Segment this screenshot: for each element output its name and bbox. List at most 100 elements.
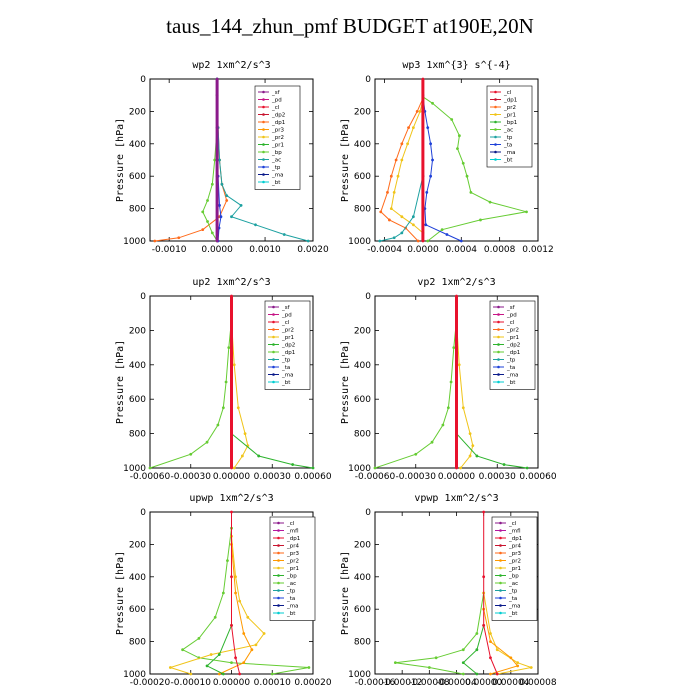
legend-label: _ta bbox=[281, 365, 290, 371]
data-point bbox=[468, 454, 472, 458]
data-point bbox=[221, 591, 225, 595]
legend-label: _bp1 bbox=[503, 120, 517, 126]
data-point bbox=[411, 126, 415, 129]
legend-label: _cl bbox=[271, 105, 280, 111]
data-point bbox=[230, 624, 233, 627]
data-point bbox=[424, 223, 428, 227]
data-point bbox=[189, 452, 193, 456]
data-point bbox=[230, 449, 233, 453]
legend-marker bbox=[494, 113, 497, 116]
y-tick-label: 600 bbox=[129, 395, 146, 405]
legend-label: _pr3 bbox=[286, 551, 300, 557]
legend-marker bbox=[499, 521, 502, 525]
legend-marker bbox=[499, 574, 502, 577]
panel-5: upwp 1xm^2/s^3 0 200 400 600 800 1000-0.00020-… bbox=[115, 493, 332, 688]
y-tick-label: 600 bbox=[354, 172, 371, 182]
data-point bbox=[482, 510, 486, 514]
data-point bbox=[306, 239, 310, 243]
legend-marker bbox=[499, 536, 502, 540]
data-point bbox=[479, 218, 482, 222]
data-point bbox=[400, 231, 404, 235]
series-line-pr1 bbox=[390, 99, 424, 234]
data-point bbox=[471, 444, 475, 448]
data-point bbox=[393, 661, 397, 665]
data-point bbox=[153, 239, 157, 243]
y-tick-label: 0 bbox=[140, 292, 146, 302]
data-point bbox=[234, 656, 237, 660]
y-tick-label: 0 bbox=[365, 75, 371, 85]
series-markers-tp bbox=[378, 174, 425, 243]
data-point bbox=[455, 449, 458, 453]
x-tick-label: -0.0004 bbox=[367, 245, 402, 255]
legend-marker bbox=[494, 143, 497, 146]
data-point bbox=[232, 363, 236, 367]
legend-label: _mfl bbox=[508, 529, 521, 535]
y-tick-label: 200 bbox=[354, 326, 371, 336]
data-point bbox=[215, 126, 219, 129]
data-point bbox=[217, 672, 221, 676]
x-tick-label: 0.00000 bbox=[438, 472, 475, 482]
legend-marker bbox=[494, 150, 497, 154]
data-point bbox=[230, 466, 233, 470]
data-point bbox=[270, 672, 274, 676]
legend-label: _pr1 bbox=[503, 113, 516, 119]
legend-marker bbox=[497, 328, 500, 331]
legend-label: _pr3 bbox=[271, 128, 285, 134]
legend-marker bbox=[277, 581, 280, 585]
data-point bbox=[307, 666, 311, 669]
panel-2: wp3 1xm^{3} s^{-4} 0 200 400 600 800 1000-0.00… bbox=[340, 60, 554, 255]
legend-marker bbox=[499, 581, 502, 585]
legend-marker bbox=[262, 90, 265, 94]
legend-label: _ac bbox=[503, 128, 513, 134]
data-point bbox=[177, 236, 181, 240]
series-markers-dp1 bbox=[148, 318, 233, 470]
data-point bbox=[400, 142, 404, 146]
series-line-bp bbox=[206, 625, 232, 675]
legend-label: _tp bbox=[508, 589, 518, 595]
legend-marker bbox=[277, 551, 280, 555]
legend-marker bbox=[272, 373, 275, 376]
legend-label: _sf bbox=[281, 305, 291, 311]
legend-label: _pr2 bbox=[508, 559, 521, 565]
legend-marker bbox=[262, 173, 265, 176]
legend-marker bbox=[494, 158, 497, 161]
legend-marker bbox=[494, 120, 497, 124]
series-markers-dp1 bbox=[482, 510, 499, 676]
data-point bbox=[225, 194, 229, 198]
y-tick-label: 200 bbox=[354, 540, 371, 550]
data-point bbox=[495, 672, 499, 676]
data-point bbox=[459, 239, 463, 243]
x-tick-label: 0.00020 bbox=[294, 678, 331, 688]
x-tick-label: 0.00060 bbox=[519, 472, 556, 482]
legend-marker bbox=[497, 343, 500, 346]
legend-label: _pr1 bbox=[508, 566, 521, 572]
legend-label: _pr1 bbox=[286, 566, 299, 572]
data-point bbox=[446, 406, 450, 410]
data-point bbox=[407, 126, 410, 129]
legend-marker bbox=[497, 358, 500, 361]
legend-marker bbox=[494, 90, 497, 94]
data-point bbox=[181, 648, 185, 652]
data-point bbox=[205, 664, 209, 668]
legend-marker bbox=[277, 566, 280, 570]
data-point bbox=[469, 191, 473, 194]
data-point bbox=[406, 142, 409, 146]
panel-title: vp2 1xm^2/s^3 bbox=[417, 277, 495, 288]
panel-title: upwp 1xm^2/s^3 bbox=[189, 493, 273, 504]
panel-6: vpwp 1xm^2/s^302004006008001000-0.00016-… bbox=[340, 493, 557, 688]
series-line-dp2 bbox=[456, 433, 528, 469]
x-tick-label: 0.00030 bbox=[479, 472, 516, 482]
legend-label: _bt bbox=[503, 158, 513, 164]
y-tick-label: 400 bbox=[129, 361, 146, 371]
y-axis-label: Pressure [hPa] bbox=[340, 551, 351, 635]
series-markers-pr2 bbox=[482, 607, 520, 676]
legend-label: _pr4 bbox=[286, 544, 300, 550]
data-point bbox=[378, 239, 382, 243]
data-point bbox=[209, 653, 213, 656]
legend-label: _bt bbox=[286, 611, 296, 617]
legend-label: _pr4 bbox=[508, 544, 522, 550]
x-tick-label: -0.00060 bbox=[355, 472, 396, 482]
legend-label: _ta bbox=[503, 143, 512, 149]
legend-label: _cl bbox=[503, 90, 512, 96]
data-point bbox=[227, 346, 231, 349]
